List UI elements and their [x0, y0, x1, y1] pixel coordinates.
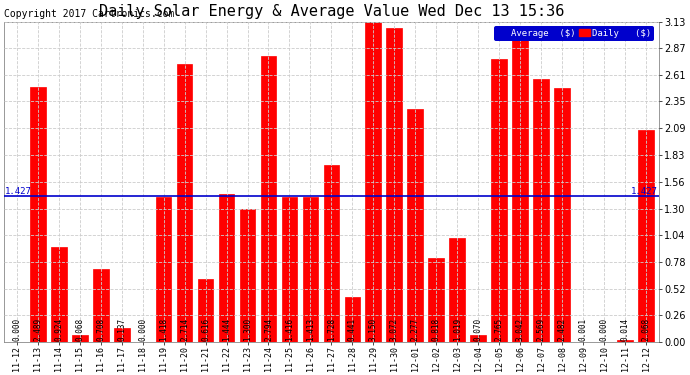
- Text: 1.444: 1.444: [222, 318, 231, 341]
- Bar: [513, 31, 528, 342]
- Bar: [30, 87, 46, 342]
- Text: 0.708: 0.708: [96, 318, 105, 341]
- Text: 1.418: 1.418: [159, 318, 168, 341]
- Text: 1.416: 1.416: [285, 318, 294, 341]
- Text: 2.489: 2.489: [33, 318, 42, 341]
- Text: 3.150: 3.150: [369, 318, 378, 341]
- Text: 2.765: 2.765: [495, 318, 504, 341]
- Bar: [282, 197, 297, 342]
- Text: 0.441: 0.441: [348, 318, 357, 341]
- Bar: [156, 197, 171, 342]
- Bar: [177, 64, 193, 342]
- Text: 0.070: 0.070: [474, 318, 483, 341]
- Legend: Average  ($), Daily   ($): Average ($), Daily ($): [495, 26, 654, 40]
- Bar: [491, 59, 507, 342]
- Text: 1.413: 1.413: [306, 318, 315, 341]
- Bar: [386, 28, 402, 342]
- Bar: [239, 209, 255, 342]
- Bar: [219, 194, 235, 342]
- Text: 1.427: 1.427: [6, 187, 32, 196]
- Bar: [72, 335, 88, 342]
- Text: 1.427: 1.427: [631, 187, 658, 196]
- Text: 2.482: 2.482: [558, 318, 566, 341]
- Bar: [197, 279, 213, 342]
- Text: 3.072: 3.072: [390, 318, 399, 341]
- Text: 2.794: 2.794: [264, 318, 273, 341]
- Text: 2.714: 2.714: [180, 318, 189, 341]
- Text: 3.042: 3.042: [515, 318, 524, 341]
- Bar: [533, 79, 549, 342]
- Bar: [366, 20, 382, 342]
- Title: Daily Solar Energy & Average Value Wed Dec 13 15:36: Daily Solar Energy & Average Value Wed D…: [99, 4, 564, 19]
- Bar: [261, 56, 276, 342]
- Text: 1.300: 1.300: [243, 318, 252, 341]
- Bar: [92, 269, 108, 342]
- Text: 2.277: 2.277: [411, 318, 420, 341]
- Bar: [408, 109, 423, 342]
- Text: 1.728: 1.728: [327, 318, 336, 341]
- Text: 0.000: 0.000: [600, 318, 609, 341]
- Text: 0.001: 0.001: [579, 318, 588, 341]
- Bar: [618, 340, 633, 342]
- Bar: [51, 247, 66, 342]
- Text: 0.924: 0.924: [55, 318, 63, 341]
- Bar: [324, 165, 339, 342]
- Bar: [303, 197, 318, 342]
- Bar: [114, 328, 130, 342]
- Text: 0.137: 0.137: [117, 318, 126, 341]
- Text: 2.068: 2.068: [642, 318, 651, 341]
- Text: 0.000: 0.000: [138, 318, 147, 341]
- Bar: [428, 258, 444, 342]
- Text: 0.014: 0.014: [620, 318, 629, 341]
- Bar: [449, 237, 465, 342]
- Bar: [344, 297, 360, 342]
- Text: 2.569: 2.569: [537, 318, 546, 341]
- Text: 0.616: 0.616: [201, 318, 210, 341]
- Text: 0.000: 0.000: [12, 318, 21, 341]
- Text: 0.068: 0.068: [75, 318, 84, 341]
- Text: 0.818: 0.818: [432, 318, 441, 341]
- Text: Copyright 2017 Cartronics.com: Copyright 2017 Cartronics.com: [4, 9, 175, 18]
- Text: 1.019: 1.019: [453, 318, 462, 341]
- Bar: [471, 334, 486, 342]
- Bar: [554, 88, 570, 342]
- Bar: [638, 130, 654, 342]
